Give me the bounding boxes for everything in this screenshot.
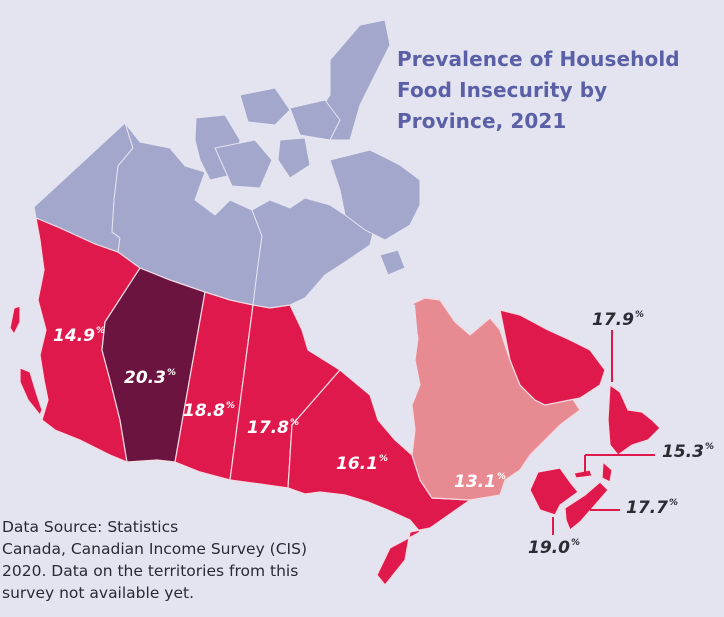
title-line-1: Prevalence of Household (397, 47, 680, 71)
label-new-brunswick: 19.0% (528, 538, 580, 558)
hudson-bay (300, 296, 420, 440)
arctic-island-central (239, 87, 291, 126)
island-vancouver (19, 367, 43, 417)
island-cape-breton (601, 460, 613, 483)
source-line-3: 2020. Data on the territories from this (2, 562, 299, 580)
label-manitoba: 17.8% (247, 418, 299, 438)
region-newfoundland (607, 383, 661, 456)
region-nova-scotia (564, 481, 609, 531)
region-new-brunswick (529, 467, 579, 516)
region-pei (573, 469, 593, 479)
label-quebec: 13.1% (454, 472, 506, 492)
unit-ab: % (166, 368, 176, 378)
unit-nb: % (570, 538, 580, 548)
value-ab: 20.3 (124, 368, 166, 388)
region-alberta (101, 267, 206, 463)
unit-ns: % (668, 498, 678, 508)
value-on: 16.1 (336, 454, 378, 474)
value-qc: 13.1 (454, 472, 496, 492)
data-source-note: Data Source: Statistics Canada, Canadian… (2, 516, 382, 604)
water-bodies (300, 296, 605, 472)
value-bc: 14.9 (53, 326, 95, 346)
label-british-columbia: 14.9% (53, 326, 105, 346)
island-haida-gwaii (9, 305, 21, 336)
value-ns: 17.7 (626, 498, 668, 518)
arctic-island-banks (214, 139, 273, 189)
arctic-island-southampton (379, 249, 406, 276)
label-nova-scotia: 17.7% (626, 498, 678, 518)
title-line-2: Food Insecurity by (397, 78, 608, 102)
source-line-4: survey not available yet. (2, 584, 194, 602)
territories (33, 19, 421, 309)
arctic-island-baffin (329, 149, 421, 241)
provinces (9, 217, 661, 586)
title-line-3: Province, 2021 (397, 109, 567, 133)
unit-mb: % (289, 418, 299, 428)
unit-bc: % (95, 326, 105, 336)
arctic-island-somerset (277, 137, 311, 179)
value-pe: 15.3 (662, 442, 704, 462)
source-line-1: Data Source: Statistics (2, 518, 179, 536)
region-labrador (499, 309, 606, 406)
unit-pe: % (704, 442, 714, 452)
label-newfoundland: 17.9% (592, 310, 644, 330)
unit-on: % (378, 454, 388, 464)
region-ontario (287, 369, 472, 586)
region-nunavut (251, 197, 376, 309)
unit-nl: % (634, 310, 644, 320)
value-nl: 17.9 (592, 310, 634, 330)
unit-sk: % (225, 401, 235, 411)
gulf-st-lawrence (538, 432, 605, 472)
label-pei: 15.3% (662, 442, 714, 462)
value-sk: 18.8 (183, 401, 225, 421)
label-saskatchewan: 18.8% (183, 401, 235, 421)
source-line-2: Canada, Canadian Income Survey (CIS) (2, 540, 308, 558)
region-british-columbia (35, 217, 141, 463)
arctic-island-devon (289, 99, 341, 141)
value-nb: 19.0 (528, 538, 570, 558)
value-mb: 17.8 (247, 418, 289, 438)
leader-lines (552, 330, 655, 535)
page-title: Prevalence of Household Food Insecurity … (397, 44, 717, 137)
label-ontario: 16.1% (336, 454, 388, 474)
label-alberta: 20.3% (124, 368, 176, 388)
unit-qc: % (496, 472, 506, 482)
